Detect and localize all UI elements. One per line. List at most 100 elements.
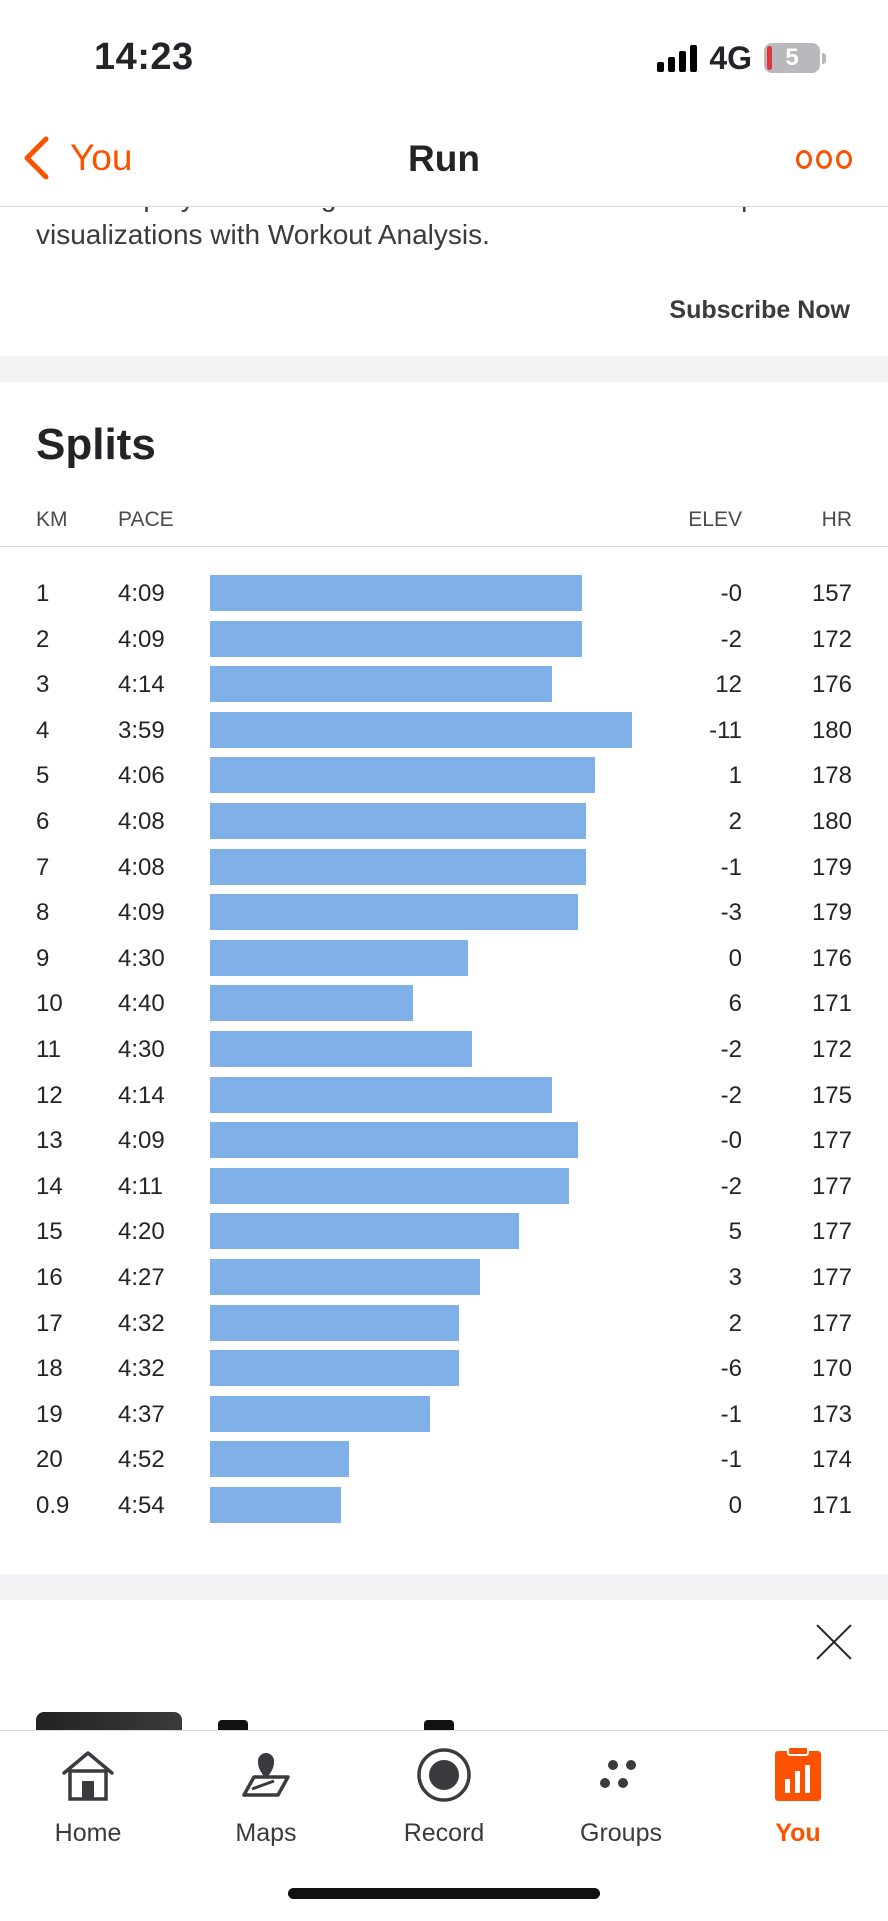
more-dot-icon: [796, 149, 812, 169]
pace-bar: [210, 1304, 459, 1341]
split-km: 20: [36, 1446, 63, 1474]
pace-bar: [210, 1213, 519, 1250]
clipboard-chart-icon: [775, 1746, 821, 1801]
pace-bar: [210, 711, 632, 748]
tab-label: Maps: [235, 1819, 297, 1847]
split-row: 2 4:09 -2 172: [0, 616, 888, 662]
split-row: 3 4:14 12 176: [0, 661, 888, 707]
split-km: 9: [36, 944, 50, 972]
split-km: 3: [36, 671, 50, 699]
split-km: 4: [36, 716, 50, 744]
more-options-button[interactable]: [796, 144, 852, 174]
status-bar: 14:23 4G 5: [0, 0, 888, 110]
header-hr: HR: [821, 508, 852, 531]
network-type: 4G: [709, 39, 752, 76]
battery-level: 5: [785, 44, 799, 71]
split-km: 7: [36, 853, 50, 881]
battery-icon: 5: [764, 43, 820, 73]
split-pace: 4:30: [118, 1035, 165, 1063]
split-km: 0.9: [36, 1491, 70, 1519]
split-pace: 4:54: [118, 1491, 165, 1519]
subscribe-now-link[interactable]: Subscribe Now: [669, 296, 850, 324]
split-pace: 4:08: [118, 807, 165, 835]
split-hr: 157: [811, 580, 852, 607]
split-elev: -6: [720, 1355, 742, 1383]
split-row: 6 4:08 2 180: [0, 798, 888, 844]
split-km: 11: [36, 1035, 61, 1063]
pace-bar: [210, 1441, 349, 1478]
split-elev: 6: [728, 990, 742, 1018]
pace-bar: [210, 1395, 430, 1432]
split-elev: 0: [728, 1491, 742, 1519]
splits-table: 1 4:09 -0 157 2 4:09 -2 172 3 4:14 12 176 4 3:59 -11 18…: [0, 570, 888, 1527]
split-row: 1 4:09 -0 157: [0, 570, 888, 616]
split-elev: 3: [728, 1263, 742, 1291]
close-button[interactable]: [814, 1622, 854, 1662]
split-elev: -2: [720, 625, 742, 653]
split-hr: 180: [811, 807, 852, 835]
split-hr: 177: [811, 1218, 852, 1246]
back-button[interactable]: You: [18, 130, 132, 186]
pace-bar: [210, 1486, 341, 1523]
split-km: 5: [36, 762, 50, 790]
header-elev: ELEV: [688, 508, 742, 531]
split-elev: -0: [720, 1127, 742, 1155]
split-elev: -0: [720, 580, 742, 607]
pace-bar: [210, 802, 586, 839]
tab-you[interactable]: You: [723, 1745, 873, 1848]
more-dot-icon: [816, 149, 832, 169]
split-hr: 172: [811, 1035, 852, 1063]
split-row: 5 4:06 1 178: [0, 752, 888, 798]
split-km: 10: [36, 990, 63, 1018]
navigation-bar: You Run: [0, 110, 888, 207]
split-km: 6: [36, 807, 50, 835]
splits-header: KM PACE ELEV HR: [0, 500, 888, 547]
split-km: 16: [36, 1263, 63, 1291]
tab-groups[interactable]: Groups: [546, 1745, 696, 1848]
split-pace: 4:40: [118, 990, 165, 1018]
split-pace: 3:59: [118, 716, 165, 744]
split-row: 15 4:20 5 177: [0, 1208, 888, 1254]
split-elev: -1: [720, 853, 742, 881]
split-hr: 176: [811, 944, 852, 972]
tab-home[interactable]: Home: [13, 1745, 163, 1848]
promo-card-text: [424, 1720, 454, 1730]
split-km: 1: [36, 580, 50, 607]
record-icon: [417, 1748, 471, 1802]
pace-bar: [210, 620, 582, 657]
split-elev: -11: [709, 716, 742, 744]
tab-record[interactable]: Record: [369, 1745, 519, 1848]
split-row: 12 4:14 -2 175: [0, 1072, 888, 1118]
split-pace: 4:52: [118, 1446, 165, 1474]
split-elev: 12: [715, 671, 742, 699]
tab-label: Groups: [580, 1819, 662, 1847]
split-elev: -1: [720, 1400, 742, 1428]
bottom-promo-panel: [0, 1600, 888, 1732]
tab-maps[interactable]: Maps: [191, 1745, 341, 1848]
header-pace: PACE: [118, 508, 174, 531]
split-pace: 4:27: [118, 1263, 165, 1291]
split-km: 13: [36, 1127, 63, 1155]
pace-bar: [210, 1030, 472, 1067]
split-pace: 4:09: [118, 625, 165, 653]
split-pace: 4:09: [118, 580, 165, 607]
split-row: 7 4:08 -1 179: [0, 844, 888, 890]
home-indicator: [288, 1888, 600, 1899]
split-km: 12: [36, 1081, 63, 1109]
split-elev: -1: [720, 1446, 742, 1474]
split-pace: 4:32: [118, 1309, 165, 1337]
split-pace: 4:08: [118, 853, 165, 881]
split-hr: 171: [811, 1491, 852, 1519]
split-km: 2: [36, 625, 50, 653]
section-divider: [0, 1574, 888, 1600]
split-pace: 4:09: [118, 1127, 165, 1155]
split-hr: 177: [811, 1172, 852, 1200]
split-elev: 2: [728, 1309, 742, 1337]
split-row: 0.9 4:54 0 171: [0, 1482, 888, 1528]
split-pace: 4:14: [118, 671, 165, 699]
split-elev: 0: [728, 944, 742, 972]
split-row: 13 4:09 -0 177: [0, 1117, 888, 1163]
split-hr: 177: [811, 1263, 852, 1291]
pace-bar: [210, 757, 595, 794]
pace-bar: [210, 1076, 552, 1113]
